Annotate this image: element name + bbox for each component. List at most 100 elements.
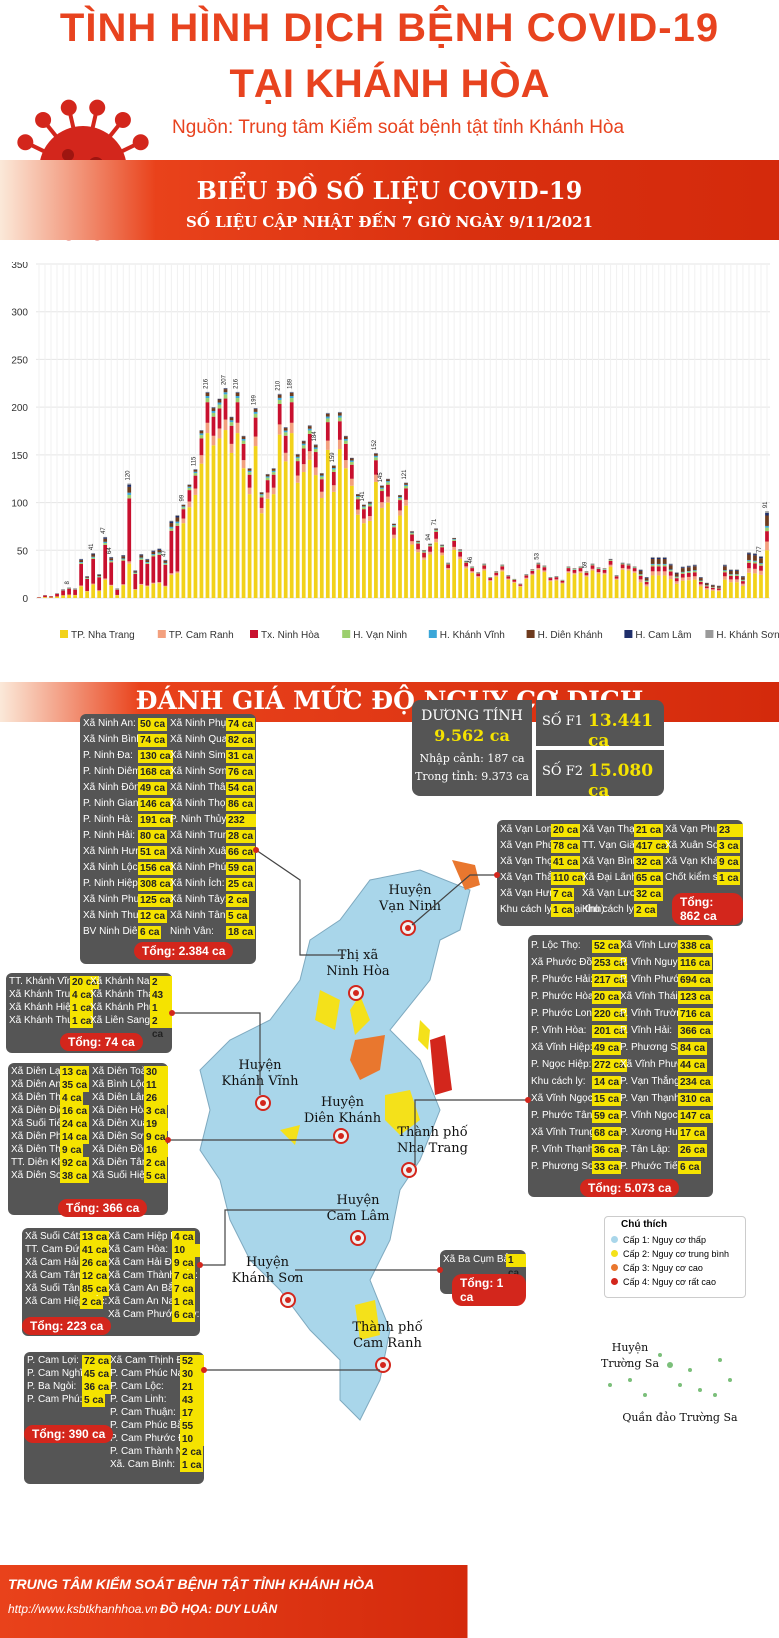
y-tick-label: 250: [11, 355, 28, 366]
bar-segment: [650, 571, 655, 576]
case-count: 2 ca: [634, 904, 658, 917]
bar-segment: [692, 566, 697, 571]
bar-segment: [620, 564, 625, 568]
bar-segment: [169, 574, 174, 598]
bar-segment: [337, 417, 342, 422]
bar-segment: [325, 440, 330, 450]
bar-segment: [422, 559, 426, 598]
case-count: 14 ca: [60, 1131, 90, 1144]
location-pin-icon: [280, 1292, 296, 1308]
chart-section-title: BIỂU ĐỒ SỐ LIỆU COVID-19: [196, 176, 583, 205]
bar-total-label: 47: [101, 527, 107, 534]
case-count: 24 ca: [60, 1118, 90, 1131]
bar-segment: [235, 398, 240, 403]
bar-segment: [452, 539, 457, 540]
bar-segment: [398, 515, 402, 598]
bar-segment: [452, 540, 457, 547]
bar-segment: [680, 572, 685, 574]
location-label: Xã Ninh Thọ:: [170, 798, 229, 809]
case-count: 52 ca: [180, 1355, 204, 1380]
bar-segment: [392, 538, 396, 598]
bar-segment: [349, 478, 354, 486]
bar-segment: [482, 570, 487, 598]
location-label: Xã Vạn Hưng:: [500, 888, 564, 899]
bar-segment: [217, 402, 222, 405]
bar-segment: [638, 575, 643, 580]
bar-segment: [446, 569, 450, 598]
bar-segment: [295, 454, 300, 457]
bar-segment: [566, 571, 571, 573]
bar-segment: [753, 568, 757, 574]
footer-org: TRUNG TÂM KIỂM SOÁT BỆNH TẬT TỈNH KHÁNH …: [8, 1576, 375, 1592]
bar-segment: [428, 543, 432, 545]
bar-segment: [193, 488, 198, 495]
bar-segment: [747, 552, 751, 554]
case-count: 72 ca: [82, 1355, 112, 1368]
bar-segment: [662, 571, 667, 576]
bar-segment: [710, 587, 715, 588]
location-label: Xã Diên Lâm:: [92, 1092, 153, 1103]
bar-segment: [43, 597, 47, 598]
bar-segment: [500, 571, 505, 598]
bar-segment: [723, 579, 727, 598]
case-count: 9 ca: [717, 856, 741, 869]
bar-segment: [362, 518, 366, 524]
location-label: Xã Ninh Xuân:: [170, 846, 235, 857]
bar-segment: [199, 433, 204, 436]
bar-segment: [121, 558, 126, 560]
bar-segment: [500, 565, 505, 567]
bar-segment: [295, 461, 300, 476]
legend-swatch: [60, 630, 68, 638]
bar-segment: [223, 389, 228, 393]
bar-segment: [536, 569, 541, 598]
legend-item: Cấp 4: Nguy cơ rất cao: [611, 1277, 716, 1287]
bar-segment: [488, 578, 493, 581]
bar-segment: [247, 470, 252, 473]
bar-segment: [229, 417, 234, 418]
bar-segment: [331, 485, 336, 492]
location-pin-icon: [400, 920, 416, 936]
bar-segment: [488, 581, 493, 598]
bar-segment: [283, 430, 288, 433]
bar-segment: [157, 554, 162, 583]
case-count: 366 ca: [678, 1025, 713, 1038]
bar-segment: [638, 574, 643, 576]
f1-box: SỐ F1 13.441 ca: [536, 700, 664, 751]
bar-segment: [650, 563, 655, 565]
local-cases: Trong tỉnh: 9.373 ca: [415, 770, 529, 783]
positive-label: DƯƠNG TÍNH: [421, 708, 523, 724]
case-count: 5 ca: [226, 910, 250, 923]
bar-segment: [380, 507, 384, 598]
bar-segment: [127, 492, 132, 495]
bar-segment: [349, 464, 354, 479]
legend-swatch: [342, 630, 351, 638]
bar-segment: [386, 502, 390, 598]
bar-segment: [133, 589, 138, 598]
bar-segment: [259, 513, 264, 598]
location-label: P. Ngọc Hiệp:: [531, 1059, 592, 1070]
place-truong-sa: Huyện Trường Sa: [600, 1341, 660, 1370]
bar-segment: [301, 441, 306, 444]
bar-segment: [548, 578, 553, 581]
legend-label: H. Diên Khánh: [538, 630, 603, 641]
location-label: Xã Ninh Thân:: [170, 782, 234, 793]
footer-url[interactable]: http://www.ksbtkhanhhoa.vn: [8, 1602, 158, 1616]
location-label: Xã Cam An Bắc:: [108, 1283, 182, 1294]
case-count: 156 ca: [138, 862, 173, 875]
bar-segment: [578, 568, 583, 572]
case-count: 1 ca: [180, 1459, 204, 1472]
bar-segment: [735, 570, 739, 575]
location-label: P. Vĩnh Thạnh:: [531, 1144, 597, 1155]
bar-segment: [386, 481, 390, 483]
bar-segment: [289, 395, 294, 399]
bar-segment: [494, 576, 499, 598]
bar-segment: [313, 452, 318, 468]
bar-segment: [277, 397, 282, 400]
bar-segment: [301, 464, 306, 473]
bar-segment: [217, 399, 222, 403]
bar-segment: [608, 566, 613, 598]
place-ninh-hoa: Thị xã Ninh Hòa: [326, 948, 390, 979]
legend-item: Cấp 2: Nguy cơ trung bình: [611, 1249, 729, 1259]
bar-segment: [55, 596, 59, 598]
source-text: Nguồn: Trung tâm Kiểm soát bệnh tật tỉnh…: [172, 117, 625, 138]
